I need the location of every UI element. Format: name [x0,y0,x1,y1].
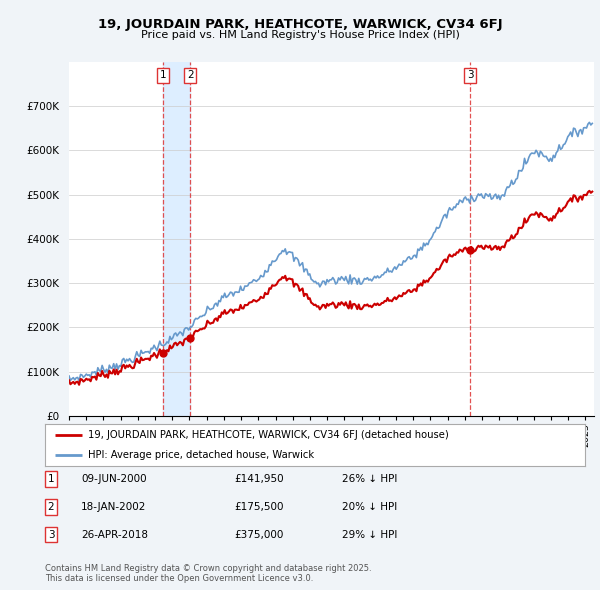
Text: 19, JOURDAIN PARK, HEATHCOTE, WARWICK, CV34 6FJ: 19, JOURDAIN PARK, HEATHCOTE, WARWICK, C… [98,18,502,31]
Text: 29% ↓ HPI: 29% ↓ HPI [342,530,397,539]
Text: 2: 2 [187,70,194,80]
Text: 19, JOURDAIN PARK, HEATHCOTE, WARWICK, CV34 6FJ (detached house): 19, JOURDAIN PARK, HEATHCOTE, WARWICK, C… [88,430,449,440]
Text: Price paid vs. HM Land Registry's House Price Index (HPI): Price paid vs. HM Land Registry's House … [140,30,460,40]
Text: 26-APR-2018: 26-APR-2018 [81,530,148,539]
Text: £175,500: £175,500 [234,502,284,512]
Text: 20% ↓ HPI: 20% ↓ HPI [342,502,397,512]
Text: Contains HM Land Registry data © Crown copyright and database right 2025.
This d: Contains HM Land Registry data © Crown c… [45,563,371,583]
Text: 1: 1 [160,70,166,80]
Text: 2: 2 [47,502,55,512]
Text: HPI: Average price, detached house, Warwick: HPI: Average price, detached house, Warw… [88,450,314,460]
Text: 09-JUN-2000: 09-JUN-2000 [81,474,146,484]
Text: £375,000: £375,000 [234,530,283,539]
Text: 3: 3 [47,530,55,539]
Text: £141,950: £141,950 [234,474,284,484]
Text: 18-JAN-2002: 18-JAN-2002 [81,502,146,512]
Text: 3: 3 [467,70,474,80]
Text: 1: 1 [47,474,55,484]
Bar [163,62,190,416]
Text: 26% ↓ HPI: 26% ↓ HPI [342,474,397,484]
